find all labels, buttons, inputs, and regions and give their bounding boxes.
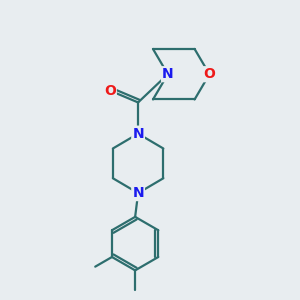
Text: O: O: [104, 84, 116, 98]
Text: O: O: [203, 67, 215, 81]
Text: N: N: [132, 186, 144, 200]
Text: N: N: [162, 67, 174, 81]
Text: N: N: [132, 127, 144, 141]
